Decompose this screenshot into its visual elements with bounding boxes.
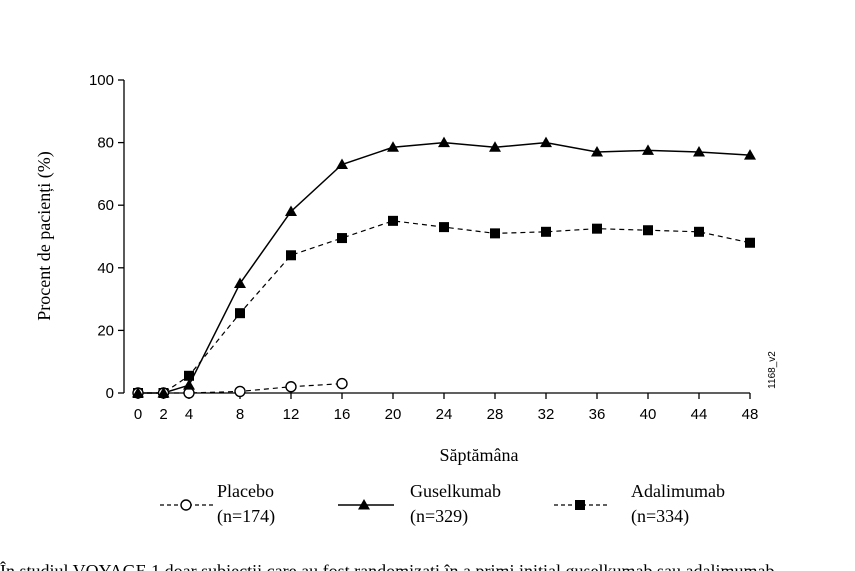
placebo-point (285, 381, 297, 393)
adalimumab-point (745, 237, 755, 248)
adalimumab-point (286, 250, 296, 261)
adalimumab-point (643, 225, 653, 236)
x-tick-label: 48 (742, 406, 759, 423)
guselkumab-point (387, 141, 399, 152)
x-tick-label: 2 (159, 406, 167, 423)
series-layer (132, 136, 756, 399)
legend-label-guselkumab: Guselkumab (410, 481, 501, 501)
guselkumab-point (438, 136, 450, 148)
legend: Placebo (n=174) Guselkumab (n=329) Adalimuma… (160, 481, 725, 527)
legend-n-placebo: (n=174) (217, 506, 275, 527)
legend-marker-guselkumab (358, 499, 370, 510)
x-tick-label: 36 (589, 406, 606, 423)
legend-label-adalimumab: Adalimumab (631, 481, 725, 501)
x-tick-label: 12 (283, 406, 300, 423)
guselkumab-point (132, 387, 144, 398)
y-axis-label: Procent de pacienți (%) (34, 151, 55, 320)
adalimumab-point (592, 223, 602, 234)
legend-n-guselkumab: (n=329) (410, 506, 468, 527)
x-tick-label: 16 (334, 406, 351, 423)
guselkumab-point (336, 158, 348, 170)
adalimumab-point (337, 233, 347, 244)
adalimumab-point (388, 215, 398, 226)
x-tick-label: 44 (691, 406, 708, 423)
placebo-point (234, 385, 246, 398)
adalimumab-point (694, 226, 704, 237)
guselkumab-point (285, 205, 297, 216)
y-tick-label: 20 (97, 322, 114, 339)
legend-label-placebo: Placebo (217, 481, 274, 501)
y-tick-label: 60 (97, 197, 114, 214)
x-tick-label: 24 (436, 406, 453, 423)
y-tick-label: 80 (97, 135, 114, 152)
x-tick-label: 8 (236, 406, 244, 423)
guselkumab-line (138, 141, 751, 394)
adalimumab-point (541, 226, 551, 237)
caption: În studiul VOYAGE 1 doar subiecții care … (0, 560, 775, 571)
guselkumab-point (157, 387, 170, 398)
x-axis-label: Săptămâna (440, 445, 519, 465)
figure-code: 1168_v2 (767, 351, 778, 389)
guselkumab-point (540, 136, 552, 148)
adalimumab-point (184, 370, 194, 381)
axes (123, 80, 750, 394)
x-tick-label: 32 (538, 406, 555, 423)
guselkumab-point (234, 277, 246, 288)
adalimumab-line (138, 220, 751, 394)
legend-n-adalimumab: (n=334) (631, 506, 689, 527)
x-ticks: 0 2 4 8 12 16 20 24 28 32 36 40 44 48 (134, 393, 759, 423)
legend-marker-placebo (180, 499, 192, 511)
guselkumab-point (183, 379, 195, 390)
x-tick-label: 20 (385, 406, 402, 423)
adalimumab-point (439, 222, 449, 233)
y-tick-label: 0 (106, 385, 114, 402)
guselkumab-point (693, 145, 705, 157)
adalimumab-point (490, 228, 500, 239)
placebo-point (336, 377, 348, 390)
x-tick-label: 4 (185, 406, 193, 423)
y-tick-label: 100 (89, 72, 114, 89)
guselkumab-point (744, 149, 756, 160)
x-tick-label: 28 (487, 406, 504, 423)
guselkumab-point (642, 144, 654, 155)
legend-marker-adalimumab (575, 500, 585, 510)
guselkumab-point (489, 141, 501, 152)
x-tick-label: 40 (640, 406, 657, 423)
y-ticks: 0 20 40 60 80 100 (89, 72, 124, 402)
x-tick-label: 0 (134, 406, 142, 423)
guselkumab-point (591, 145, 603, 157)
adalimumab-point (235, 308, 245, 319)
y-tick-label: 40 (97, 260, 114, 277)
